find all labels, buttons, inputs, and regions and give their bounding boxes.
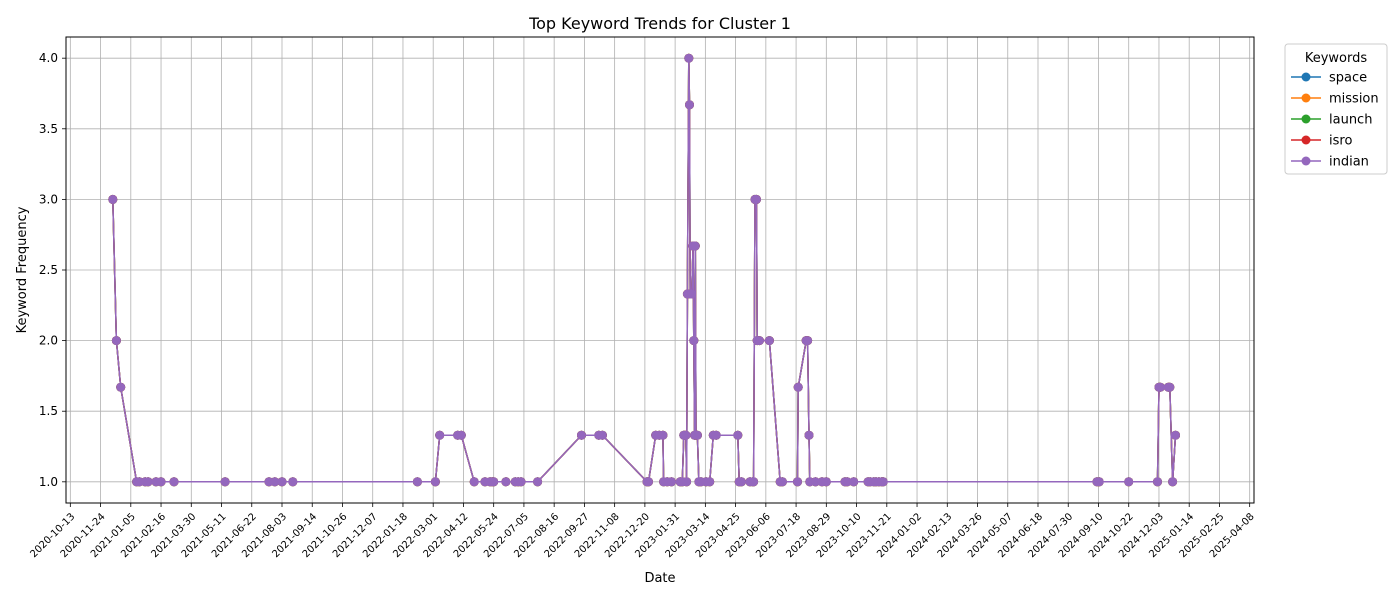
axis-labels: 2020-10-132020-11-242021-01-052021-02-16… bbox=[29, 51, 1257, 560]
data-point bbox=[1155, 382, 1165, 392]
data-point bbox=[667, 477, 676, 487]
data-point bbox=[489, 477, 499, 487]
y-tick-label: 2.5 bbox=[39, 263, 58, 277]
y-axis-label: Keyword Frequency bbox=[15, 206, 30, 333]
data-point bbox=[430, 477, 440, 487]
y-tick-label: 4.0 bbox=[39, 51, 58, 65]
data-point bbox=[220, 477, 230, 487]
data-point bbox=[764, 336, 774, 346]
legend-marker-indian bbox=[1301, 156, 1311, 166]
data-point bbox=[412, 477, 422, 487]
legend-marker-launch bbox=[1301, 114, 1311, 124]
data-point bbox=[842, 477, 852, 487]
data-point bbox=[597, 430, 607, 440]
data-point bbox=[143, 477, 153, 487]
data-point bbox=[533, 477, 543, 487]
y-tick-label: 3.5 bbox=[39, 122, 58, 136]
data-point bbox=[821, 477, 831, 487]
data-point bbox=[736, 477, 746, 487]
data-point bbox=[169, 477, 179, 487]
legend-title: Keywords bbox=[1305, 51, 1368, 66]
series-lines bbox=[108, 53, 1180, 487]
axes bbox=[62, 36, 1255, 507]
data-point bbox=[684, 53, 694, 63]
y-tick-label: 2.0 bbox=[39, 334, 58, 348]
series-indian bbox=[108, 53, 1180, 487]
data-point bbox=[804, 430, 814, 440]
x-axis-label: Date bbox=[644, 571, 675, 586]
legend-label-space: space bbox=[1329, 71, 1367, 86]
legend-marker-mission bbox=[1301, 93, 1311, 103]
data-point bbox=[1124, 477, 1134, 487]
data-point bbox=[1094, 477, 1104, 487]
data-point bbox=[288, 477, 298, 487]
data-point bbox=[1153, 477, 1162, 487]
data-point bbox=[658, 430, 668, 440]
legend: Keywords space mission launch isro indian bbox=[1284, 43, 1388, 175]
data-point bbox=[711, 430, 721, 440]
data-point bbox=[1168, 477, 1178, 487]
data-point bbox=[577, 430, 586, 440]
legend-label-isro: isro bbox=[1329, 134, 1352, 149]
data-point bbox=[270, 477, 280, 487]
data-point bbox=[1171, 430, 1180, 440]
data-point bbox=[516, 477, 526, 487]
data-point bbox=[793, 382, 803, 392]
legend-label-indian: indian bbox=[1329, 155, 1369, 170]
data-point bbox=[687, 289, 697, 299]
data-point bbox=[435, 430, 445, 440]
data-point bbox=[777, 477, 787, 487]
data-point bbox=[1165, 382, 1175, 392]
data-point bbox=[692, 430, 702, 440]
data-point bbox=[111, 336, 121, 346]
data-point bbox=[682, 477, 692, 487]
data-point bbox=[793, 477, 802, 487]
data-point bbox=[690, 241, 700, 251]
data-point bbox=[277, 477, 287, 487]
plot-frame bbox=[65, 36, 1255, 504]
data-point bbox=[878, 477, 888, 487]
legend-label-mission: mission bbox=[1329, 92, 1379, 107]
legend-label-launch: launch bbox=[1329, 113, 1372, 128]
legend-marker-isro bbox=[1301, 135, 1311, 145]
data-point bbox=[681, 430, 691, 440]
data-point bbox=[752, 194, 761, 204]
data-point bbox=[456, 430, 466, 440]
data-point bbox=[108, 194, 118, 204]
data-point bbox=[689, 336, 699, 346]
data-point bbox=[733, 430, 743, 440]
data-point bbox=[811, 477, 820, 487]
data-point bbox=[749, 477, 759, 487]
data-point bbox=[644, 477, 653, 487]
y-tick-label: 1.0 bbox=[39, 475, 58, 489]
data-point bbox=[705, 477, 715, 487]
chart-title: Top Keyword Trends for Cluster 1 bbox=[528, 14, 791, 33]
y-tick-label: 3.0 bbox=[39, 192, 58, 206]
data-point bbox=[685, 100, 694, 110]
y-tick-label: 1.5 bbox=[39, 404, 58, 418]
data-point bbox=[116, 382, 126, 392]
data-point bbox=[469, 477, 479, 487]
data-point bbox=[803, 336, 813, 346]
data-point bbox=[754, 336, 764, 346]
data-point bbox=[501, 477, 511, 487]
data-point bbox=[156, 477, 166, 487]
data-point bbox=[849, 477, 859, 487]
legend-marker-space bbox=[1301, 72, 1311, 82]
